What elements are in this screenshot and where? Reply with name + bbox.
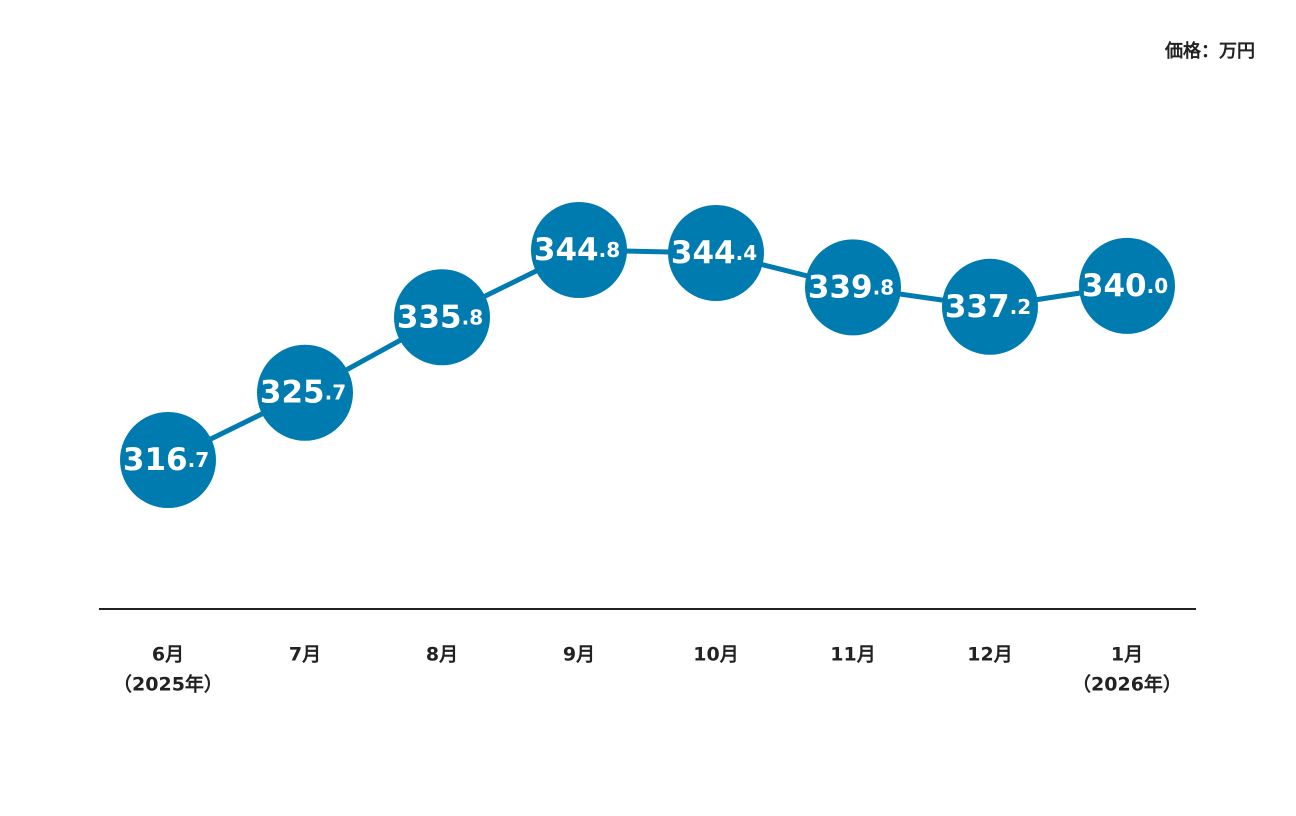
value-dec: .8 (599, 238, 621, 262)
value-dec: .0 (1147, 273, 1169, 297)
value-label: 337.2 (945, 288, 1031, 324)
point (805, 239, 901, 336)
value-int: 340 (1082, 267, 1147, 303)
x-tick-label: 7月 (289, 644, 321, 666)
value-label: 339.8 (808, 269, 894, 305)
value-label: 316.7 (123, 442, 209, 478)
point (531, 202, 627, 298)
x-tick-sublabel: （2026年） (1072, 673, 1182, 696)
x-tick-sublabel: （2025年） (113, 673, 223, 696)
value-label: 344.8 (534, 232, 620, 268)
x-tick-label: 12月 (967, 644, 1012, 666)
x-tick-label: 8月 (426, 644, 458, 666)
value-int: 344 (534, 232, 599, 268)
value-dec: .4 (736, 240, 758, 264)
value-dec: .8 (462, 305, 484, 329)
value-label: 335.8 (397, 299, 483, 335)
point (668, 204, 764, 301)
value-int: 339 (808, 269, 873, 305)
x-tick-label: 1月 (1111, 644, 1143, 666)
unit-label: 価格：万円 (1164, 40, 1255, 62)
point (394, 269, 490, 366)
value-dec: .7 (325, 380, 347, 404)
value-int: 325 (260, 374, 325, 410)
point (1079, 237, 1175, 334)
value-dec: .2 (1010, 294, 1032, 318)
point (942, 258, 1038, 355)
x-tick-label: 11月 (830, 644, 875, 666)
x-tick-label: 10月 (693, 644, 738, 666)
value-int: 316 (123, 442, 188, 478)
x-tick-label: 6月 (152, 644, 184, 666)
value-label: 344.4 (671, 234, 757, 270)
x-tick-label: 9月 (563, 644, 595, 666)
value-dec: .7 (188, 448, 210, 472)
point (120, 412, 216, 508)
value-int: 337 (945, 288, 1010, 324)
value-int: 335 (397, 299, 462, 335)
value-label: 325.7 (260, 374, 346, 410)
point (257, 344, 353, 441)
value-label: 340.0 (1082, 267, 1168, 303)
value-int: 344 (671, 234, 736, 270)
value-dec: .8 (873, 275, 895, 299)
